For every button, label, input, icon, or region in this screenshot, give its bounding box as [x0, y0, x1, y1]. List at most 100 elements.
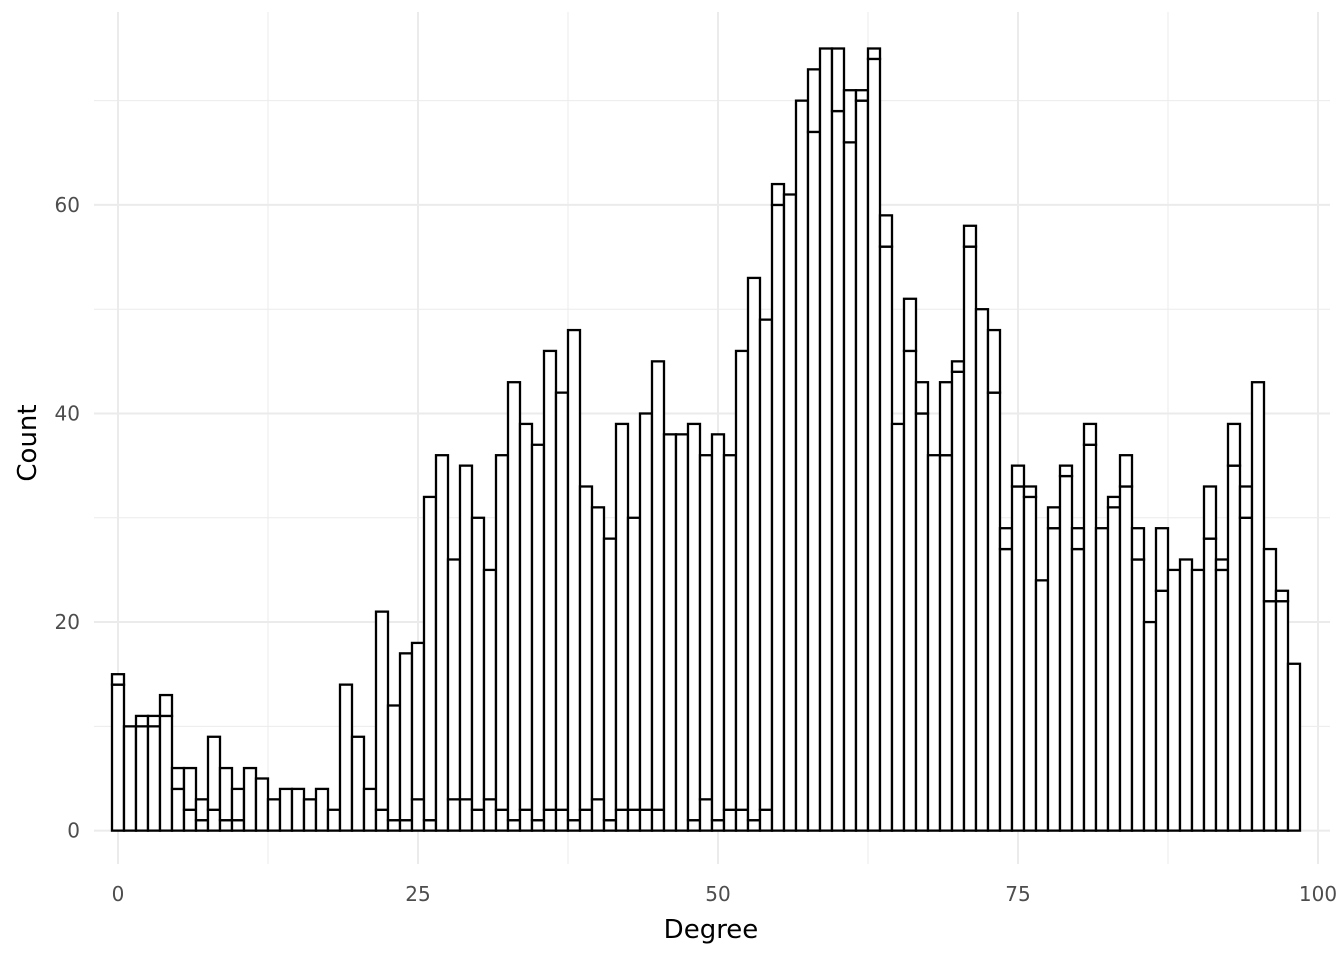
- histogram-bar: [902, 349, 918, 832]
- histogram-bar: [746, 276, 762, 822]
- histogram-bar: [1142, 620, 1158, 832]
- histogram-bar: [1274, 589, 1290, 603]
- histogram-bar: [302, 798, 318, 832]
- histogram-bar: [434, 454, 450, 832]
- histogram-bar: [698, 798, 714, 832]
- histogram-bar: [1106, 506, 1122, 832]
- histogram-bar: [722, 454, 738, 811]
- histogram-bar: [1082, 443, 1098, 832]
- histogram-bar: [1190, 568, 1206, 832]
- histogram-bar: [1226, 422, 1242, 467]
- histogram-bar: [386, 819, 402, 832]
- histogram-bar: [290, 787, 306, 832]
- histogram-bars: [110, 47, 1302, 832]
- histogram-bar: [242, 766, 258, 832]
- histogram-bar: [806, 68, 822, 134]
- histogram-bar: [1202, 485, 1218, 540]
- histogram-bar: [770, 203, 786, 832]
- histogram-bar: [986, 328, 1002, 394]
- histogram-bar: [122, 725, 138, 832]
- histogram-bar: [878, 245, 894, 832]
- histogram-bar: [530, 443, 546, 822]
- histogram-bar: [710, 819, 726, 832]
- histogram-bar: [170, 766, 186, 791]
- x-tick-label: 75: [1005, 882, 1030, 906]
- histogram-bar: [1238, 485, 1254, 519]
- x-tick-label: 50: [705, 882, 730, 906]
- histogram-bar: [446, 558, 462, 801]
- histogram-bar: [710, 433, 726, 822]
- histogram-bar: [650, 360, 666, 811]
- histogram-bar: [482, 798, 498, 832]
- histogram-bar: [734, 808, 750, 832]
- histogram-bar: [938, 381, 954, 457]
- histogram-bar: [1154, 527, 1170, 592]
- histogram-bar: [542, 808, 558, 832]
- histogram-bar: [410, 641, 426, 801]
- histogram-bar: [866, 47, 882, 61]
- histogram-bar: [230, 787, 246, 822]
- histogram-bar: [1070, 547, 1086, 832]
- histogram-bar: [182, 766, 198, 811]
- histogram-bar: [566, 328, 582, 822]
- histogram-bar: [986, 391, 1002, 832]
- histogram-bar: [890, 422, 906, 832]
- x-tick-label: 0: [112, 882, 125, 906]
- histogram-bar: [362, 787, 378, 832]
- histogram-bar: [1130, 558, 1146, 832]
- histogram-bar: [1238, 516, 1254, 832]
- histogram-bar: [422, 495, 438, 822]
- histogram-bar: [530, 819, 546, 832]
- histogram-bar: [158, 693, 174, 718]
- histogram-bar: [1214, 568, 1230, 832]
- histogram-bar: [1070, 527, 1086, 551]
- histogram-bar: [1274, 600, 1290, 832]
- histogram-bar: [830, 109, 846, 832]
- histogram-bar: [818, 47, 834, 832]
- histogram-bar: [938, 454, 954, 832]
- histogram-bar: [1166, 568, 1182, 832]
- histogram-bar: [590, 798, 606, 832]
- histogram-bar: [590, 506, 606, 801]
- histogram-bar: [1226, 464, 1242, 832]
- histogram-bar: [146, 725, 162, 832]
- histogram-bar: [878, 214, 894, 248]
- histogram-bar: [386, 704, 402, 822]
- histogram-bar: [854, 99, 870, 832]
- histogram-bar: [854, 89, 870, 102]
- histogram-bar: [1058, 474, 1074, 832]
- histogram-bar: [374, 808, 390, 832]
- histogram-bar: [230, 819, 246, 832]
- histogram-bar: [794, 99, 810, 832]
- histogram-bar: [770, 182, 786, 207]
- histogram-bar: [1058, 464, 1074, 478]
- histogram-bar: [374, 610, 390, 811]
- histogram-bar: [1202, 537, 1218, 832]
- histogram-bar: [734, 349, 750, 811]
- histogram-bar: [998, 527, 1014, 551]
- histogram-bar: [110, 683, 126, 832]
- histogram-bar: [686, 819, 702, 832]
- histogram-bar: [542, 349, 558, 811]
- histogram-bar: [278, 787, 294, 832]
- histogram-bar: [638, 808, 654, 832]
- histogram-bar: [638, 412, 654, 811]
- histogram-bar: [758, 318, 774, 811]
- histogram-bar: [1214, 558, 1230, 572]
- histogram-bar: [350, 735, 366, 832]
- histogram-bar: [950, 370, 966, 832]
- histogram-bar: [1034, 579, 1050, 832]
- histogram-bar: [146, 714, 162, 728]
- histogram-bar: [902, 297, 918, 353]
- histogram-bar: [326, 808, 342, 832]
- histogram-bar: [1082, 422, 1098, 446]
- y-tick-label: 0: [67, 819, 80, 843]
- histogram-bar: [422, 819, 438, 832]
- histogram-bar: [1010, 485, 1026, 832]
- histogram-bar: [410, 798, 426, 832]
- x-axis-tick-labels: 0 25 50 75 100: [112, 882, 1337, 906]
- histogram-bar: [134, 725, 150, 832]
- histogram-bar: [974, 308, 990, 832]
- histogram-bar: [518, 808, 534, 832]
